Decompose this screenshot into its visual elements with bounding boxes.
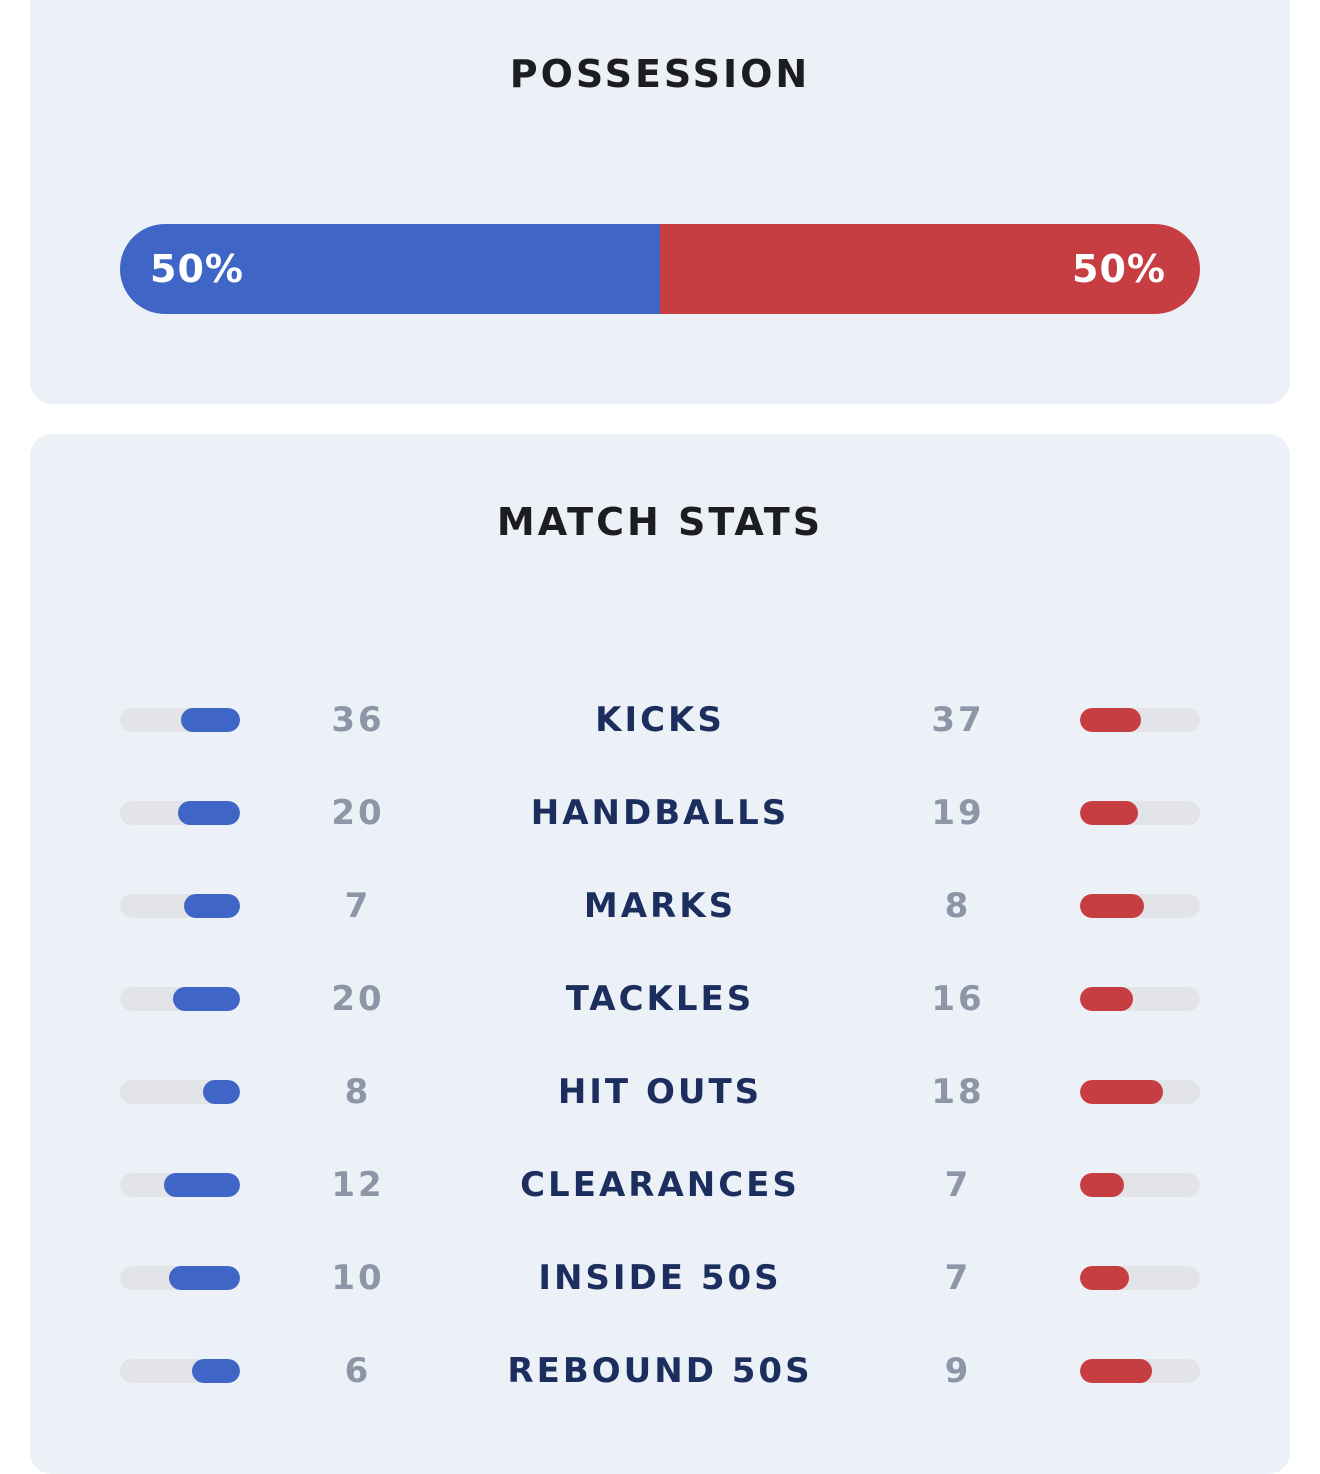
away-stat-bar-fill (1080, 1266, 1130, 1290)
home-stat-bar (120, 1266, 240, 1290)
home-stat-value: 12 (331, 1165, 385, 1205)
stat-label: REBOUND 50S (507, 1351, 813, 1391)
stat-row: 20 TACKLES 16 (30, 979, 1290, 1019)
possession-bar: 50% 50% (120, 224, 1200, 314)
stat-row: 7 MARKS 8 (30, 886, 1290, 926)
away-stat-bar-fill (1080, 801, 1139, 825)
home-stat-bar (120, 801, 240, 825)
stat-label: HIT OUTS (557, 1072, 763, 1112)
home-stat-value: 20 (331, 979, 385, 1019)
home-stat-bar (120, 1080, 240, 1104)
home-stat-bar-fill (184, 894, 240, 918)
away-stat-bar-fill (1080, 894, 1144, 918)
possession-home-segment: 50% (120, 224, 660, 314)
home-stat-bar (120, 894, 240, 918)
away-stat-value: 8 (944, 886, 972, 926)
away-stat-value: 19 (931, 793, 985, 833)
home-stat-bar-fill (192, 1359, 240, 1383)
home-stat-bar (120, 987, 240, 1011)
home-stat-bar (120, 1173, 240, 1197)
stat-label: INSIDE 50S (538, 1258, 782, 1298)
stat-row: 20 HANDBALLS 19 (30, 793, 1290, 833)
away-stat-bar (1080, 987, 1200, 1011)
stat-label: MARKS (583, 886, 737, 926)
stat-row: 36 KICKS 37 (30, 700, 1290, 740)
match-stats-card: MATCH STATS 36 KICKS 37 20 HANDBALLS 19 7 MARKS… (30, 434, 1290, 1474)
stat-label: TACKLES (565, 979, 755, 1019)
away-stat-bar (1080, 894, 1200, 918)
possession-card: POSSESSION 50% 50% (30, 0, 1290, 404)
away-stat-value: 9 (944, 1351, 972, 1391)
stat-row: 10 INSIDE 50S 7 (30, 1258, 1290, 1298)
away-stat-bar (1080, 1173, 1200, 1197)
possession-away-segment: 50% (660, 224, 1200, 314)
home-stat-bar-fill (169, 1266, 240, 1290)
home-stat-bar (120, 1359, 240, 1383)
away-stat-value: 7 (944, 1165, 972, 1205)
home-stat-value: 8 (344, 1072, 372, 1112)
home-stat-bar-fill (203, 1080, 240, 1104)
home-stat-bar-fill (173, 987, 240, 1011)
away-stat-bar-fill (1080, 1080, 1164, 1104)
away-stat-value: 37 (931, 700, 985, 740)
away-stat-bar-fill (1080, 987, 1134, 1011)
home-stat-value: 6 (344, 1351, 372, 1391)
match-stats-title: MATCH STATS (496, 500, 824, 544)
stat-row: 6 REBOUND 50S 9 (30, 1351, 1290, 1391)
stat-label: HANDBALLS (530, 793, 790, 833)
away-stat-bar (1080, 1080, 1200, 1104)
away-stat-value: 7 (944, 1258, 972, 1298)
away-stat-value: 18 (931, 1072, 985, 1112)
home-stat-bar-fill (164, 1173, 240, 1197)
stat-row: 8 HIT OUTS 18 (30, 1072, 1290, 1112)
home-stat-bar-fill (180, 708, 240, 732)
away-stat-bar (1080, 708, 1200, 732)
away-stat-bar (1080, 1359, 1200, 1383)
away-stat-bar-fill (1080, 1359, 1152, 1383)
possession-home-percent: 50% (150, 247, 244, 291)
away-stat-bar-fill (1080, 1173, 1125, 1197)
possession-away-percent: 50% (1072, 247, 1166, 291)
away-stat-bar (1080, 801, 1200, 825)
away-stat-bar (1080, 1266, 1200, 1290)
stat-row: 12 CLEARANCES 7 (30, 1165, 1290, 1205)
home-stat-bar (120, 708, 240, 732)
stat-label: KICKS (595, 700, 725, 740)
stat-label: CLEARANCES (520, 1165, 800, 1205)
home-stat-value: 7 (344, 886, 372, 926)
home-stat-bar-fill (178, 801, 240, 825)
away-stat-value: 16 (931, 979, 985, 1019)
home-stat-value: 36 (331, 700, 385, 740)
home-stat-value: 20 (331, 793, 385, 833)
away-stat-bar-fill (1080, 708, 1141, 732)
home-stat-value: 10 (331, 1258, 385, 1298)
possession-title: POSSESSION (509, 52, 811, 96)
